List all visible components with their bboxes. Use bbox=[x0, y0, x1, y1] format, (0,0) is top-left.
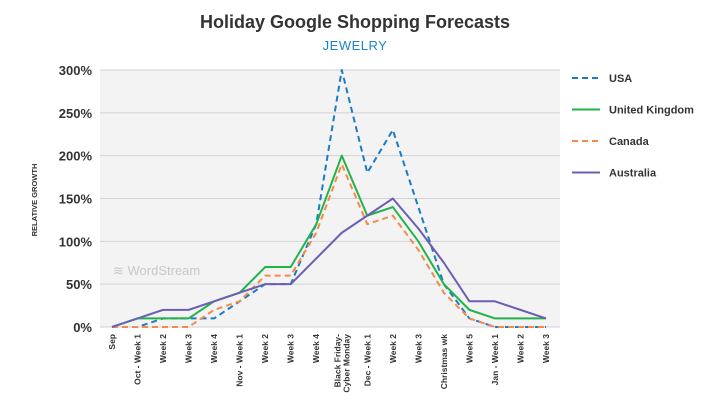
x-tick-label: Cyber Monday bbox=[341, 334, 351, 393]
x-tick-label: Week 4 bbox=[311, 334, 321, 363]
chart-subtitle: JEWELRY bbox=[322, 38, 388, 53]
x-tick-label: Week 3 bbox=[413, 334, 423, 363]
x-tick-label: Week 3 bbox=[286, 334, 296, 363]
y-axis-label: RELATIVE GROWTH bbox=[30, 164, 39, 237]
y-tick-label: 50% bbox=[66, 277, 92, 292]
legend-label: USA bbox=[609, 73, 632, 85]
chart-title: Holiday Google Shopping Forecasts bbox=[199, 12, 511, 32]
y-tick-label: 150% bbox=[59, 192, 93, 207]
series-line-united-kingdom bbox=[111, 154, 546, 328]
series-line-canada bbox=[112, 163, 546, 328]
x-tick-label: Week 5 bbox=[464, 334, 474, 363]
x-tick-label: Week 2 bbox=[260, 334, 270, 363]
legend-label: Canada bbox=[609, 136, 650, 148]
x-tick-label: Dec - Week 1 bbox=[362, 334, 372, 387]
x-tick-label: Nov - Week 1 bbox=[235, 334, 245, 387]
x-tick-label: Week 4 bbox=[209, 334, 219, 363]
x-tick-label: Sep bbox=[107, 334, 117, 350]
x-tick-label: Oct - Week 1 bbox=[133, 334, 143, 385]
y-tick-label: 250% bbox=[59, 106, 93, 121]
y-tick-label: 300% bbox=[59, 63, 93, 78]
y-tick-label: 200% bbox=[59, 149, 93, 164]
y-tick-label: 100% bbox=[59, 234, 93, 249]
legend-label: Australia bbox=[609, 168, 657, 180]
watermark: ≋ WordStream bbox=[113, 263, 200, 278]
y-tick-label: 0% bbox=[73, 320, 92, 335]
x-tick-label: Jan - Week 1 bbox=[490, 334, 500, 386]
legend-label: United Kingdom bbox=[609, 105, 694, 117]
x-tick-label: Christmas wk bbox=[439, 334, 449, 390]
series-line-australia bbox=[111, 197, 547, 328]
x-tick-label: Week 3 bbox=[541, 334, 551, 363]
x-tick-label: Black Friday- bbox=[332, 334, 342, 388]
x-tick-label: Week 2 bbox=[515, 334, 525, 363]
x-tick-label: Week 2 bbox=[388, 334, 398, 363]
x-tick-label: Week 3 bbox=[184, 334, 194, 363]
x-tick-label: Week 2 bbox=[158, 334, 168, 363]
